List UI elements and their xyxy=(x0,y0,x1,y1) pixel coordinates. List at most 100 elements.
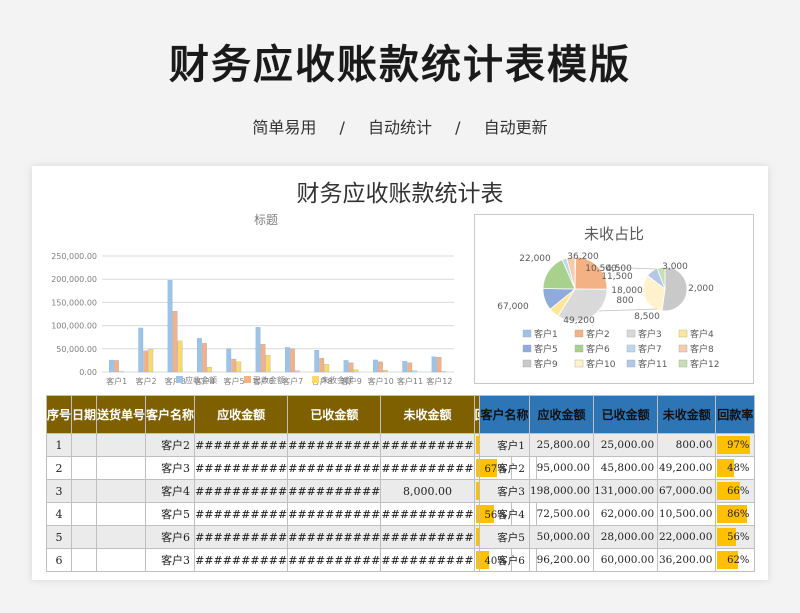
bar-未收金额-客户11 xyxy=(412,370,418,373)
received-cell: 60,000.00 xyxy=(593,548,659,572)
rate-bar xyxy=(717,551,739,569)
client-cell: 客户6 xyxy=(145,525,196,549)
rate-text: 62% xyxy=(727,555,750,566)
rate-text: 56% xyxy=(727,532,750,543)
pie-data-label: 10,500 xyxy=(585,264,617,274)
summary-row: 客户6 96,200.00 60,000.00 36,200.00 62% xyxy=(479,548,755,572)
summary-row: 客户2 95,000.00 45,800.00 49,200.00 48% xyxy=(479,456,755,480)
y-tick-label: 200,000.00 xyxy=(51,275,97,284)
date-cell xyxy=(71,502,98,526)
legend-swatch xyxy=(312,376,319,383)
bar-应收金额-客户6 xyxy=(255,327,261,373)
bar-已收金额-客户1 xyxy=(114,360,119,373)
unreceived-cell: 22,000.00 xyxy=(657,525,717,549)
pie-legend-swatch xyxy=(574,344,584,353)
received-cell: 62,000.00 xyxy=(593,502,659,526)
rate-bar xyxy=(717,505,747,523)
unreceived-cell: ########## xyxy=(380,502,475,526)
y-tick-label: 0.00 xyxy=(79,368,97,377)
pie-legend-label: 客户9 xyxy=(534,358,558,370)
pie-data-label: 8,500 xyxy=(634,312,660,322)
bar-应收金额-客户3 xyxy=(167,279,173,373)
detail-header-col-3: 客户名称 xyxy=(145,395,196,434)
pie-legend-swatch xyxy=(522,359,532,368)
pie-legend-swatch xyxy=(678,344,688,353)
rate-text: 86% xyxy=(727,509,750,520)
bar-未收金额-客户6 xyxy=(265,355,271,373)
pie-slice-客户12 xyxy=(656,266,666,290)
rate-text: 66% xyxy=(727,486,750,497)
pie-slice-客户10 xyxy=(642,274,666,312)
connector-line xyxy=(598,266,658,270)
no-cell: 4 xyxy=(45,502,73,526)
rate-bar xyxy=(717,459,734,477)
legend-swatch xyxy=(244,376,251,383)
client-cell: 客户2 xyxy=(479,456,530,480)
y-tick-label: 250,000.00 xyxy=(51,252,97,261)
bar-未收金额-客户7 xyxy=(295,370,300,373)
detail-table: 序号日期送货单号客户名称应收金额已收金额未收金额回款率备注 1客户2######… xyxy=(45,395,537,572)
received-cell: ########## xyxy=(287,433,382,457)
pie-legend-swatch xyxy=(522,344,532,353)
bar-未收金额-客户3 xyxy=(177,340,183,373)
received-cell: ########## xyxy=(287,548,382,572)
bar-应收金额-客户5 xyxy=(226,348,232,373)
received-cell: ########## xyxy=(287,502,382,526)
x-tick-label: 客户8 xyxy=(311,376,332,386)
bar-已收金额-客户6 xyxy=(260,344,266,373)
detail-header-col-2: 送货单号 xyxy=(96,395,147,434)
connector-line xyxy=(598,308,658,312)
receivable-cell: ########## xyxy=(194,456,289,480)
summary-row: 客户1 25,800.00 25,000.00 800.00 97% xyxy=(479,433,755,457)
bar-应收金额-客户1 xyxy=(109,359,114,373)
bar-应收金额-客户7 xyxy=(285,347,290,373)
pie-chart-title: 未收占比 xyxy=(584,225,644,243)
x-tick-label: 客户5 xyxy=(223,376,244,386)
pie-slice-客户2 xyxy=(574,256,608,290)
bar-已收金额-客户3 xyxy=(172,311,178,373)
delivery-cell xyxy=(96,502,147,526)
pie-data-label: 49,200 xyxy=(563,316,595,326)
x-tick-label: 客户6 xyxy=(253,376,274,386)
x-tick-label: 客户10 xyxy=(368,376,394,386)
receivable-cell: 198,000.00 xyxy=(528,479,595,503)
summary-header-col-2: 已收金额 xyxy=(593,395,659,434)
rate-text: 48% xyxy=(727,463,750,474)
date-cell xyxy=(71,525,98,549)
no-cell: 2 xyxy=(45,456,73,480)
bar-已收金额-客户8 xyxy=(319,357,325,373)
bar-应收金额-客户9 xyxy=(343,360,349,373)
bar-未收金额-客户10 xyxy=(383,369,388,373)
legend-label: 已收金额 xyxy=(253,375,285,385)
receivable-cell: ########## xyxy=(194,525,289,549)
pie-data-label: 18,000 xyxy=(611,286,643,296)
summary-table-header: 客户名称 应收金额 已收金额 未收金额 回款率 xyxy=(479,395,755,434)
rate-cell: 62% xyxy=(715,548,755,572)
summary-header-col-0: 客户名称 xyxy=(479,395,530,434)
delivery-cell xyxy=(96,525,147,549)
pie-legend-swatch xyxy=(626,329,636,338)
bar-未收金额-客户9 xyxy=(353,369,359,373)
bar-chart-panel: 标题 250,000.00 200,000.00 150,000.00 100,000.… xyxy=(46,206,460,386)
x-tick-label: 客户1 xyxy=(106,376,127,386)
spreadsheet-preview: 财务应收账款统计表 标题 250,000.00 200,000.00 150,000.… xyxy=(32,166,768,580)
client-cell: 客户1 xyxy=(479,433,530,457)
received-cell: ########## xyxy=(287,525,382,549)
feature-item: 自动更新 xyxy=(483,118,548,137)
detail-row: 6 客户3 ########## ########## ########## 40% xyxy=(45,548,537,572)
x-tick-label: 客户12 xyxy=(426,376,452,386)
detail-header-col-6: 未收金额 xyxy=(380,395,475,434)
rate-bar xyxy=(717,482,740,500)
pie-legend-label: 客户10 xyxy=(586,358,616,370)
pie-chart: 未收占比 800 49,200 67,000 10,500 22,000 36,200 4,5… xyxy=(497,225,719,370)
feature-item: 自动统计 xyxy=(367,118,432,137)
received-cell: 131,000.00 xyxy=(593,479,659,503)
bar-应收金额-客户11 xyxy=(402,361,408,373)
pie-legend-swatch xyxy=(574,359,584,368)
legend-label: 应收金额 xyxy=(185,375,217,385)
date-cell xyxy=(71,433,98,457)
date-cell xyxy=(71,456,98,480)
bar-chart: 标题 250,000.00 200,000.00 150,000.00 100,000.… xyxy=(51,213,454,386)
receivable-cell: 25,800.00 xyxy=(528,433,595,457)
unreceived-cell: 36,200.00 xyxy=(657,548,717,572)
